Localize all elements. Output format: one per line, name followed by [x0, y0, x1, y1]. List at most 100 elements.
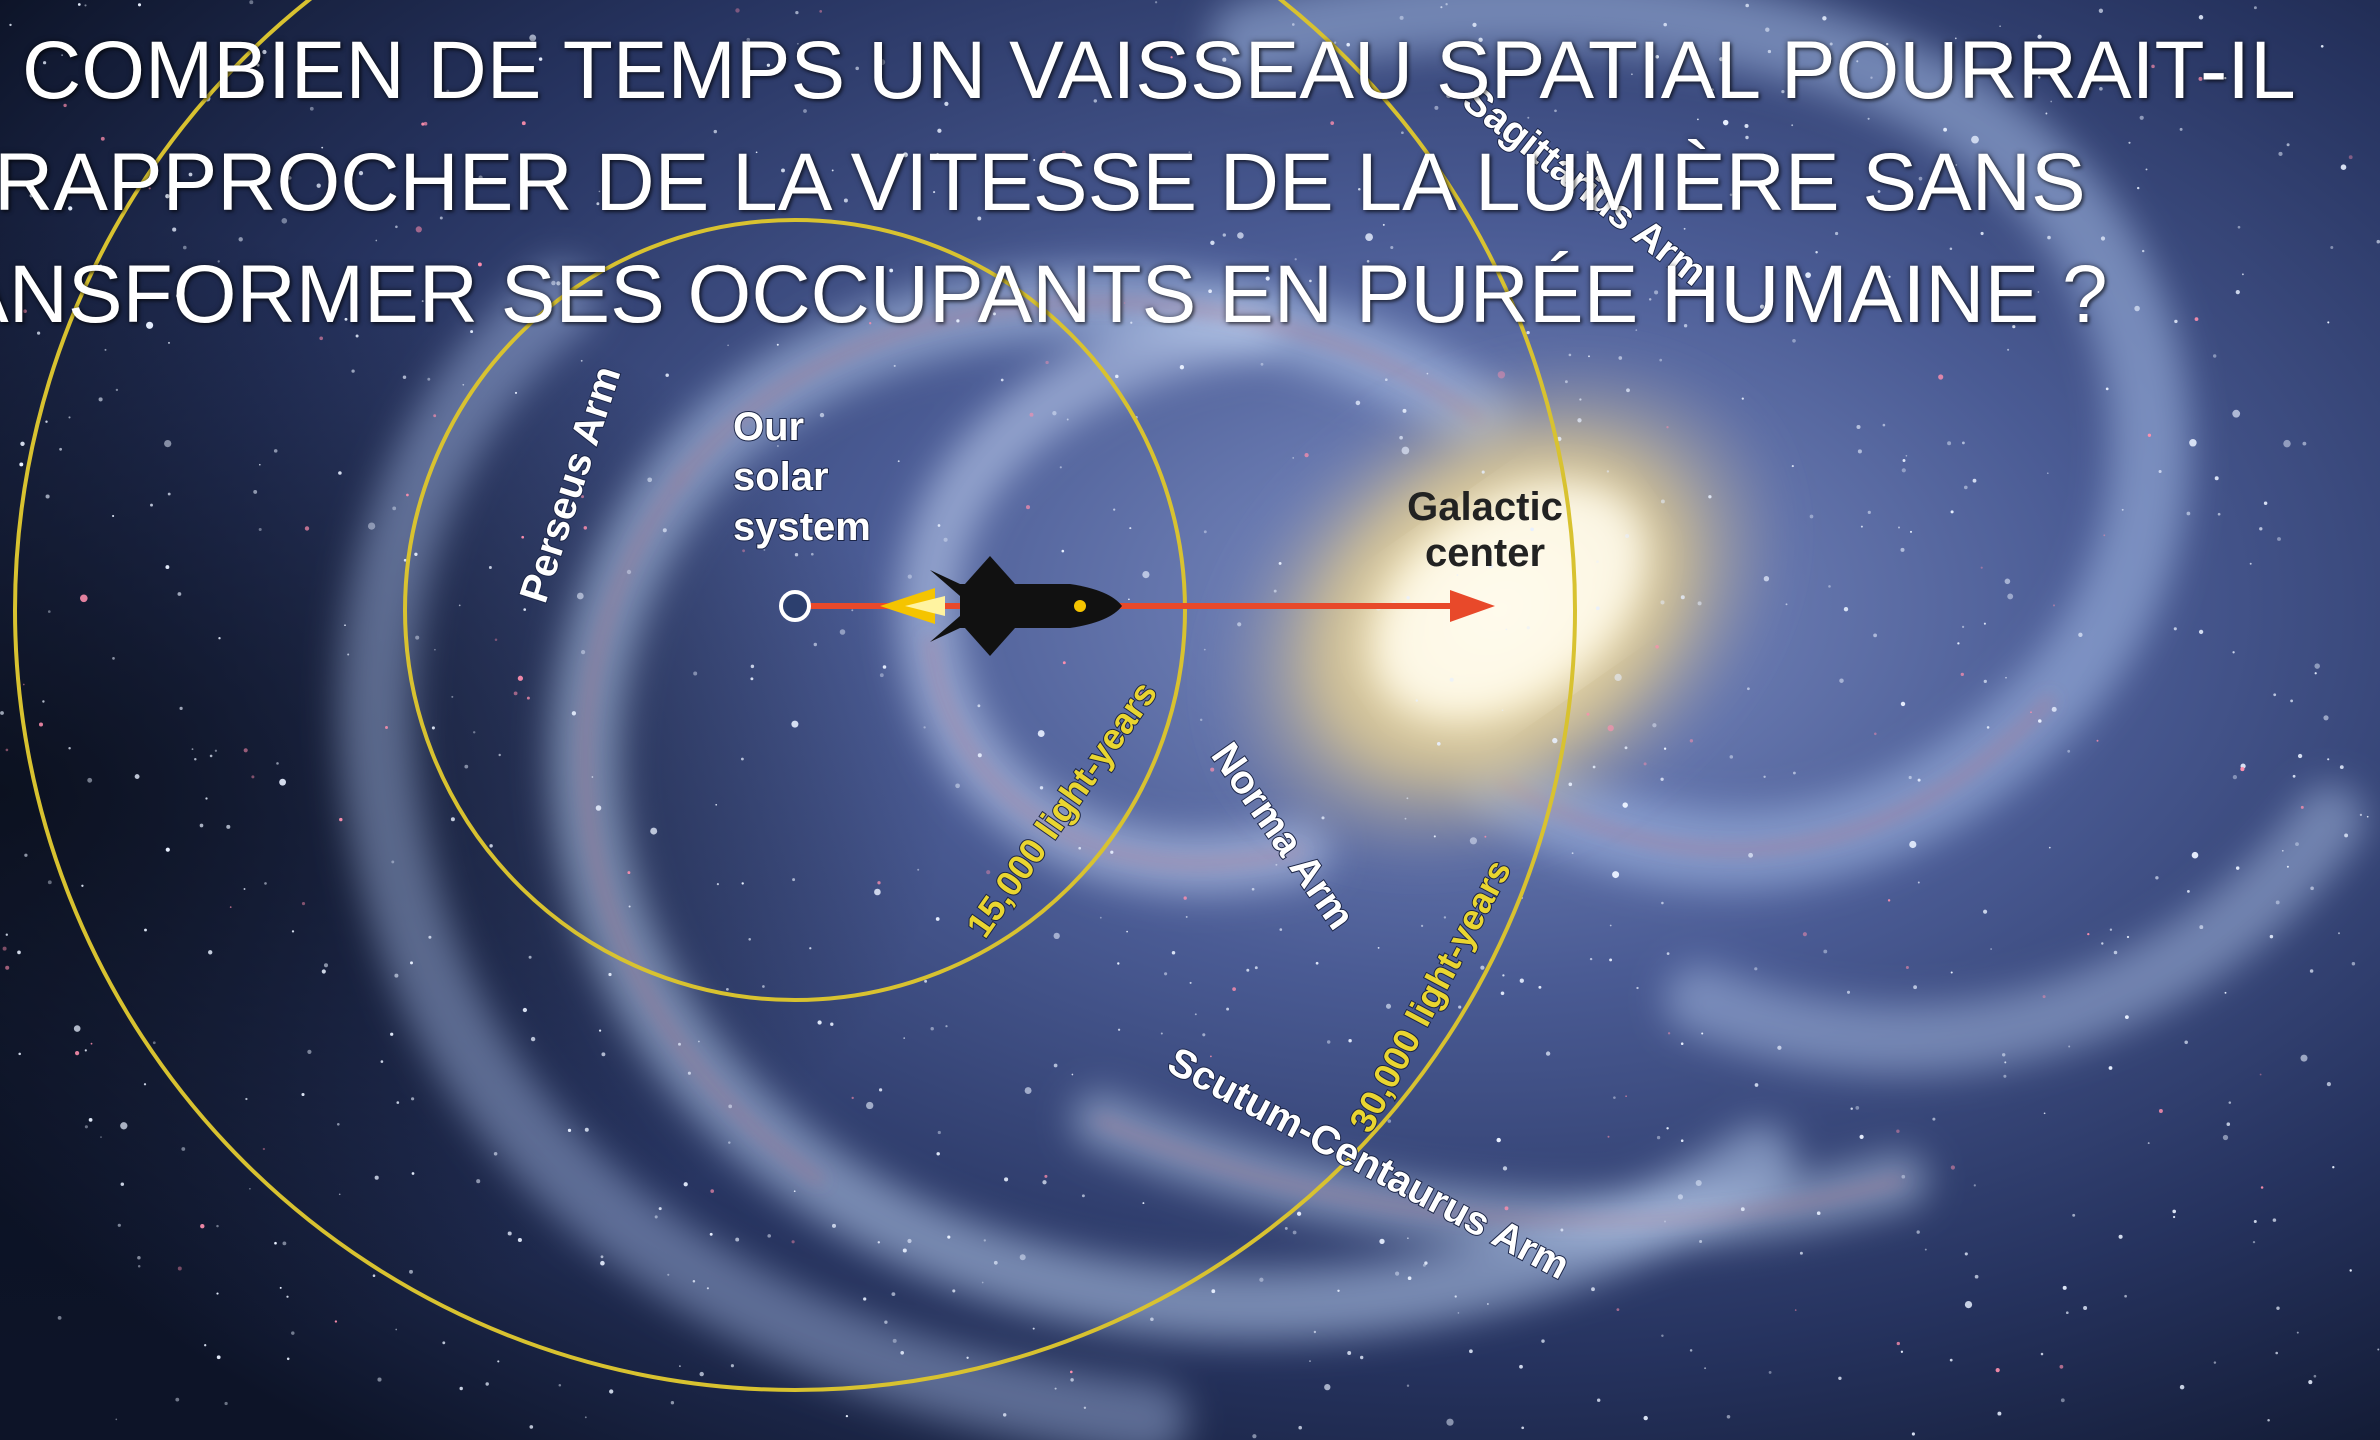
star	[323, 963, 329, 968]
star	[944, 101, 949, 107]
star	[61, 54, 63, 56]
star	[358, 171, 364, 176]
star	[1183, 896, 1187, 900]
star	[23, 309, 27, 313]
star	[2124, 1294, 2127, 1298]
star	[1451, 62, 1458, 69]
star	[1635, 329, 1638, 331]
star	[204, 1344, 207, 1347]
star	[17, 950, 21, 955]
solar-system-label-line-1: Our	[733, 405, 804, 449]
star	[1117, 182, 1122, 186]
star	[1661, 901, 1664, 905]
star	[2103, 534, 2106, 537]
star	[877, 1241, 881, 1244]
star	[1913, 985, 1918, 990]
star	[375, 239, 378, 242]
star	[1697, 601, 1702, 606]
star	[1950, 1165, 1956, 1170]
star	[1974, 1274, 1979, 1279]
star	[2, 189, 7, 193]
star	[526, 696, 530, 700]
star	[120, 1182, 125, 1186]
star	[478, 175, 483, 180]
star	[1765, 27, 1770, 32]
star	[2044, 203, 2047, 206]
star	[678, 1042, 681, 1046]
star	[1980, 566, 1983, 569]
star	[414, 552, 418, 556]
star	[243, 748, 248, 753]
star	[45, 420, 48, 423]
star	[710, 1189, 715, 1193]
star	[728, 1141, 731, 1144]
star	[229, 906, 232, 908]
star	[1496, 1137, 1501, 1143]
star	[1053, 932, 1060, 940]
star	[748, 938, 751, 941]
star	[2172, 1209, 2177, 1214]
star	[1980, 231, 1984, 236]
star	[2295, 842, 2299, 846]
star	[1062, 150, 1066, 155]
star	[286, 1295, 289, 1298]
star	[75, 1051, 80, 1056]
star	[406, 493, 409, 497]
star	[535, 181, 539, 185]
star	[167, 341, 171, 344]
star	[446, 89, 450, 93]
star	[1917, 778, 1921, 782]
star	[458, 604, 461, 607]
star	[2213, 354, 2217, 358]
star	[937, 1130, 941, 1135]
star	[1597, 1398, 1601, 1402]
star	[1785, 603, 1788, 606]
star	[1208, 289, 1212, 294]
star	[1655, 55, 1659, 59]
star	[1877, 190, 1881, 193]
star	[2004, 578, 2011, 585]
star	[489, 844, 493, 848]
star	[120, 1122, 128, 1130]
star	[2045, 112, 2048, 115]
star	[903, 1037, 906, 1039]
star	[1823, 949, 1828, 954]
star	[1365, 233, 1373, 241]
star	[1387, 1119, 1392, 1123]
star	[2327, 321, 2330, 324]
star	[1900, 1350, 1904, 1353]
star	[1963, 485, 1968, 490]
star	[497, 1360, 500, 1363]
star	[1882, 423, 1886, 427]
star	[813, 642, 818, 647]
star	[1292, 1230, 1297, 1235]
star	[936, 152, 939, 156]
star	[1867, 510, 1871, 515]
star	[903, 316, 906, 319]
star	[902, 1248, 907, 1253]
star	[726, 988, 729, 991]
solar-system-marker	[779, 590, 811, 622]
star	[2237, 225, 2241, 229]
star	[1069, 1370, 1073, 1374]
star	[423, 121, 428, 126]
star	[286, 1357, 290, 1361]
star	[1296, 1211, 1302, 1216]
star	[2145, 168, 2148, 171]
star	[1932, 1117, 1936, 1121]
star	[1792, 338, 1796, 343]
star	[208, 950, 213, 955]
star	[581, 495, 584, 499]
star	[1568, 782, 1573, 787]
star	[309, 106, 314, 111]
star	[517, 675, 524, 681]
star	[253, 489, 258, 494]
star	[442, 1341, 446, 1345]
star	[1237, 622, 1242, 627]
star	[529, 1425, 534, 1429]
star	[5, 933, 8, 936]
star	[1815, 250, 1818, 254]
star	[735, 1237, 740, 1242]
star	[581, 650, 586, 655]
